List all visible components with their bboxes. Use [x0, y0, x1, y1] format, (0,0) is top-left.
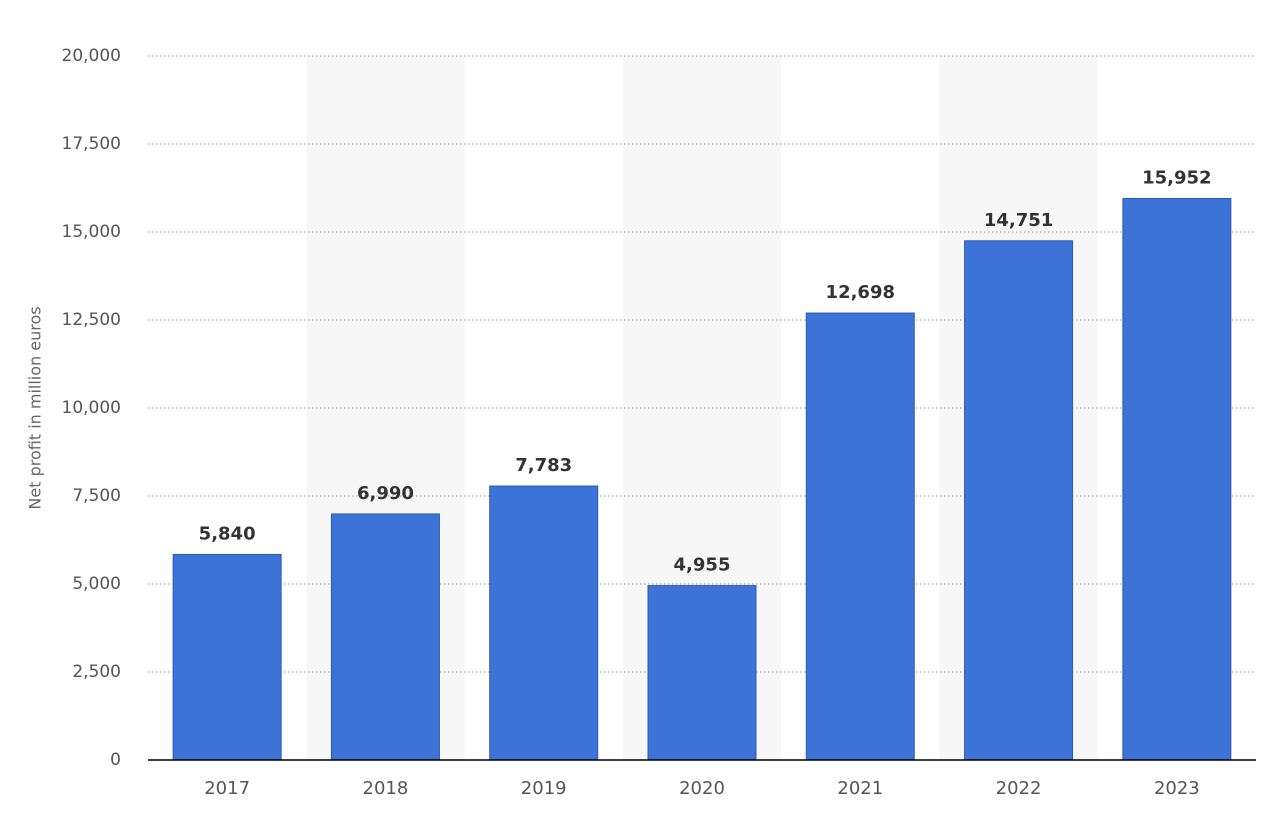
- y-tick-label: 10,000: [62, 398, 121, 418]
- x-tick-label: 2018: [363, 778, 409, 799]
- y-axis-label: Net profit in million euros: [26, 306, 45, 509]
- bar: [805, 312, 915, 761]
- y-tick-label: 15,000: [62, 222, 121, 242]
- x-tick-label: 2017: [204, 778, 250, 799]
- value-label: 15,952: [1142, 167, 1211, 188]
- value-label: 7,783: [515, 455, 572, 476]
- value-label: 6,990: [357, 483, 414, 504]
- y-tick-label: 7,500: [72, 486, 121, 506]
- x-tick-label: 2023: [1154, 778, 1200, 799]
- bar: [647, 585, 757, 761]
- bar: [1122, 197, 1232, 761]
- value-label: 4,955: [674, 555, 731, 576]
- value-label: 12,698: [826, 282, 895, 303]
- y-tick-label: 20,000: [62, 46, 121, 66]
- value-label: 5,840: [199, 523, 256, 544]
- y-tick-label: 2,500: [72, 662, 121, 682]
- x-tick-label: 2022: [996, 778, 1042, 799]
- x-tick-label: 2019: [521, 778, 567, 799]
- y-tick-label: 12,500: [62, 310, 121, 330]
- y-tick-label: 5,000: [72, 574, 121, 594]
- x-tick-label: 2020: [679, 778, 725, 799]
- y-tick-label: 17,500: [62, 134, 121, 154]
- y-tick-label: 0: [110, 750, 121, 770]
- x-tick-label: 2021: [837, 778, 883, 799]
- bar: [172, 553, 282, 761]
- value-label: 14,751: [984, 210, 1053, 231]
- bar: [330, 513, 440, 761]
- bar: [489, 485, 599, 761]
- bar: [964, 240, 1074, 761]
